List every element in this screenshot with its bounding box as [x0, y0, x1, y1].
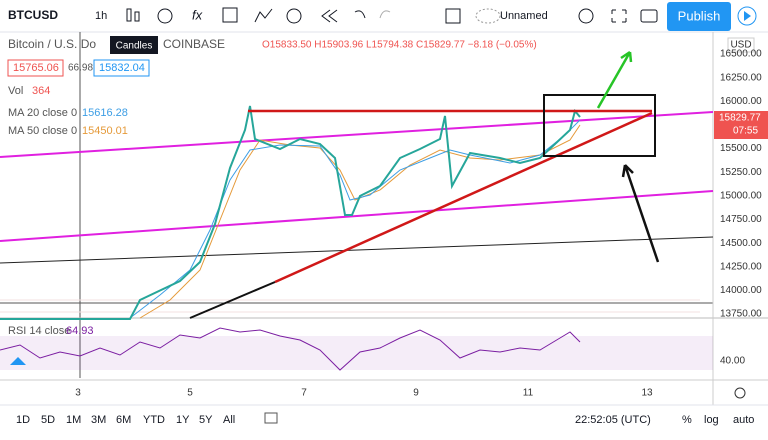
time-label: 7: [301, 388, 307, 399]
breakout-box: [543, 94, 656, 157]
range-button[interactable]: 5Y: [199, 414, 213, 426]
price-label: 16000.00: [720, 96, 762, 107]
green-arrow: [596, 50, 633, 109]
symbol-name: Bitcoin / U.S. Do: [8, 37, 96, 51]
range-button[interactable]: YTD: [143, 414, 165, 426]
ma50-label: MA 50 close 0: [8, 125, 77, 137]
replay-icon[interactable]: [321, 9, 338, 23]
price-label: 15250.00: [720, 167, 762, 178]
candles-icon[interactable]: [126, 8, 140, 22]
volume-area: [0, 299, 700, 313]
symbol[interactable]: BTCUSD: [8, 8, 58, 22]
ask-box[interactable]: [93, 59, 150, 77]
stream-play: [744, 11, 751, 21]
log[interactable]: log: [704, 414, 719, 426]
redo-icon[interactable]: [379, 10, 391, 19]
bid-box[interactable]: [7, 59, 64, 77]
countdown: 07:55: [733, 126, 758, 137]
price-label: 14750.00: [720, 214, 762, 225]
chart-pane: [0, 32, 768, 405]
price-label: 14500.00: [720, 238, 762, 249]
publish-label[interactable]: Publish: [678, 8, 721, 23]
logo: [10, 357, 26, 365]
range-button[interactable]: 3M: [91, 414, 106, 426]
time-label: 5: [187, 388, 193, 399]
channel-lower: [0, 190, 714, 242]
rsi-axis-label: 40.00: [720, 356, 745, 367]
ma20: [129, 119, 581, 319]
currency-box[interactable]: [727, 37, 755, 53]
time-label: 9: [413, 388, 419, 399]
undo-icon[interactable]: [354, 10, 366, 19]
time-labels: 3 5 7 9 11 13: [75, 388, 653, 399]
rsi-value: 64.93: [66, 325, 94, 337]
tooltip-text: Candles: [116, 41, 153, 52]
cloud-icon[interactable]: [475, 8, 501, 24]
indicators-icon[interactable]: [157, 8, 173, 24]
templates-icon[interactable]: [222, 7, 238, 23]
interval[interactable]: 1h: [95, 10, 107, 22]
ask: 15832.04: [99, 62, 145, 74]
time-label: 13: [641, 388, 653, 399]
ma20-value: 15616.28: [82, 107, 128, 119]
time-label: 3: [75, 388, 81, 399]
spread: 66.98: [68, 63, 93, 74]
range-button[interactable]: 1Y: [176, 414, 190, 426]
expand-icon[interactable]: [611, 9, 627, 23]
price-label: 14000.00: [720, 285, 762, 296]
range-buttons: 1D 5D 1M 3M 6M YTD 1Y 5Y All: [16, 414, 235, 426]
bid: 15765.06: [13, 62, 59, 74]
price-label: 15000.00: [720, 190, 762, 201]
time-label: 11: [523, 388, 534, 399]
publish-button[interactable]: [667, 2, 731, 31]
vol-label: Vol: [8, 85, 23, 97]
price: [0, 105, 581, 320]
support-extension: [189, 281, 276, 319]
snapshot-icon[interactable]: [640, 9, 658, 23]
tooltip: [110, 36, 158, 54]
price-labels: 16500.0016250.0016000.0015750.0015500.00…: [720, 49, 762, 320]
exchange: COINBASE: [163, 37, 225, 51]
price-label: 13750.00: [720, 309, 762, 320]
rsi-line: [0, 327, 581, 371]
range-button[interactable]: 5D: [41, 414, 55, 426]
toolbar: [0, 0, 768, 32]
compare-icon[interactable]: [254, 8, 273, 23]
fullscreen-box[interactable]: [445, 8, 461, 24]
settings-icon[interactable]: [578, 8, 594, 24]
range-button[interactable]: 1M: [66, 414, 81, 426]
ma50: [139, 124, 581, 319]
ma50-value: 15450.01: [82, 125, 128, 137]
range-button[interactable]: 6M: [116, 414, 131, 426]
black-arrow: [621, 164, 660, 263]
ma20-label: MA 20 close 0: [8, 107, 77, 119]
alert-icon[interactable]: [286, 8, 302, 24]
axis-settings[interactable]: [734, 387, 746, 399]
vol-value: 364: [32, 85, 50, 97]
fx-icon[interactable]: fx: [192, 7, 203, 22]
stream-icon[interactable]: [737, 6, 757, 26]
range-button[interactable]: 1D: [16, 414, 30, 426]
clock: 22:52:05 (UTC): [575, 414, 651, 426]
price-label: 15500.00: [720, 143, 762, 154]
support-line: [274, 111, 653, 284]
auto[interactable]: auto: [733, 414, 754, 426]
layout-name[interactable]: Unnamed: [500, 10, 548, 22]
rsi-label: RSI 14 close: [8, 325, 70, 337]
rsi-band: [0, 336, 713, 370]
price-label: 16500.00: [720, 49, 762, 60]
price-label: 14250.00: [720, 261, 762, 272]
percent[interactable]: %: [682, 414, 692, 426]
price-label: 16250.00: [720, 72, 762, 83]
ohlc: O15833.50 H15903.96 L15794.38 C15829.77 …: [262, 40, 537, 51]
currency: USD: [730, 40, 751, 51]
last-price-box: [714, 111, 768, 139]
last-price: 15829.77: [719, 113, 761, 124]
range-button[interactable]: All: [223, 414, 235, 426]
date-range-icon[interactable]: [264, 412, 278, 424]
trend-line-black: [0, 236, 714, 264]
